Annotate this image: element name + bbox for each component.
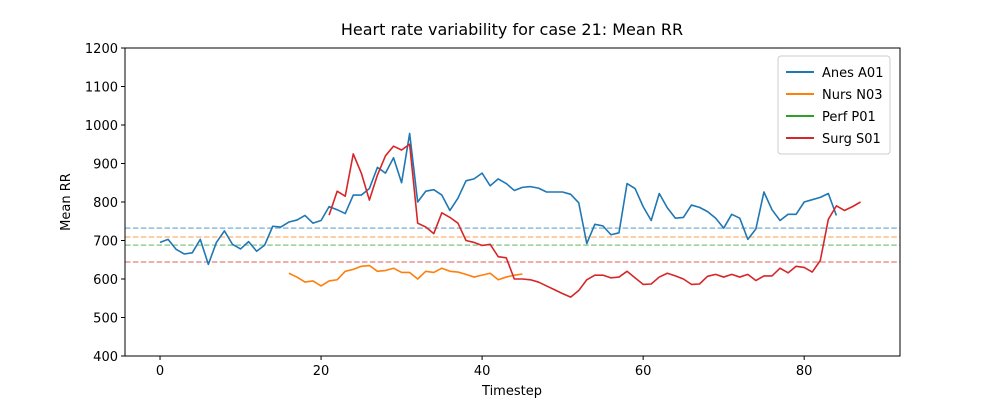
y-axis-label: Mean RR [59,173,74,231]
plot-frame [124,47,901,357]
series-line [159,132,838,266]
y-tick-label: 400 [93,350,118,365]
y-tick-label: 600 [93,273,118,288]
y-tick-label: 1200 [85,42,118,57]
y-tick-label: 1000 [85,119,118,134]
x-axis-label: Timestep [481,384,542,399]
series-line [288,264,523,287]
x-tick-label: 60 [635,364,652,379]
y-tick-label: 900 [93,158,118,173]
y-tick-label: 700 [93,235,118,250]
x-tick-label: 0 [156,364,164,379]
legend-label: Nurs N03 [822,88,882,103]
legend-box [777,55,891,155]
y-tick-label: 800 [93,196,118,211]
chart-title: Heart rate variability for case 21: Mean… [341,20,683,39]
legend-label: Surg S01 [822,132,881,147]
x-tick-label: 80 [796,364,813,379]
legend-label: Anes A01 [822,66,883,81]
x-tick-label: 40 [474,364,491,379]
x-tick-label: 20 [313,364,330,379]
y-tick-label: 1100 [85,81,118,96]
series-line [328,143,861,298]
legend-label: Perf P01 [822,110,876,125]
y-tick-label: 500 [93,312,118,327]
